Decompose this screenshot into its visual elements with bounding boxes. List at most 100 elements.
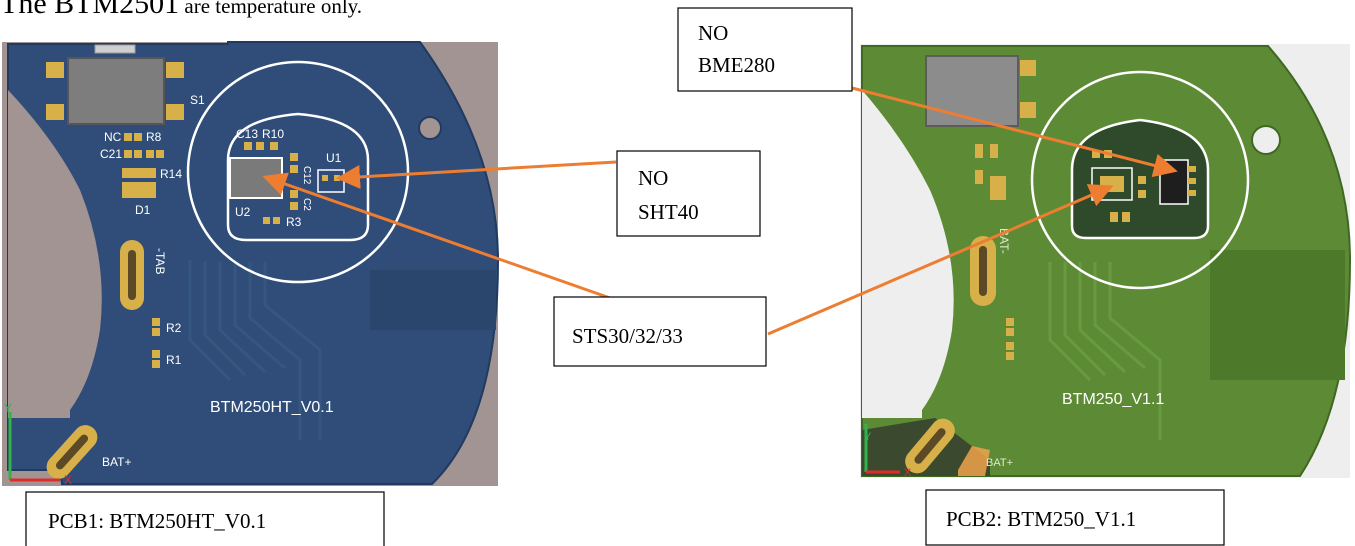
pcb1-silkscreen: S1 NC R8 C21 R14 D1 C13 R10 U1 U2 R3 C12… <box>4 93 342 487</box>
pcb1-pad <box>124 150 132 158</box>
silk-nc: NC <box>104 130 122 144</box>
silk-r2: R2 <box>166 321 182 335</box>
pcb1-pad <box>290 202 298 210</box>
pcb2-pad <box>1122 212 1130 222</box>
pcb1-traces <box>188 260 322 440</box>
silk-c21: C21 <box>100 147 122 161</box>
pcb1-switch-body <box>67 57 165 125</box>
pcb1-pad <box>244 142 252 150</box>
pcb2-mounting-hole <box>1251 125 1281 155</box>
pcb2-bat-plus-highlight <box>958 446 990 476</box>
callout-no-bme280: NO BME280 <box>677 7 853 92</box>
caption-pcb2-text: PCB2: BTM250_V1.1 <box>946 507 1136 531</box>
pcb1-board-label: BTM250HT_V0.1 <box>210 399 334 416</box>
pcb1-pad <box>263 217 270 224</box>
pcb1-switch-pad <box>46 62 64 78</box>
pcb2-board-cutout <box>862 90 954 418</box>
silk-d1: D1 <box>135 203 151 217</box>
heading-lead: The BTM2501 <box>0 0 180 20</box>
callout-box <box>553 296 767 367</box>
caption-pcb1-text: PCB1: BTM250HT_V0.1 <box>48 509 266 533</box>
silk-c12: C12 <box>301 166 312 185</box>
silk-r10: R10 <box>262 127 284 141</box>
pcb1-pad <box>273 217 280 224</box>
silk-r8: R8 <box>146 130 162 144</box>
pcb2-pad <box>1188 178 1196 184</box>
pcb1-pad <box>152 350 160 358</box>
pcb2-image: BTM250_V1.1 BAT- BAT+ Y X <box>860 44 1352 479</box>
pcb1-bat-plus-slot <box>46 425 98 479</box>
pcb2-switch-pad <box>1020 102 1036 118</box>
arrow-to-bme280 <box>851 86 1178 178</box>
pcb1-pad <box>322 175 328 181</box>
pcb1-pad <box>152 318 160 326</box>
silk-r1: R1 <box>166 353 182 367</box>
pcb2-outer-ring <box>1030 70 1250 290</box>
pcb2-pad <box>1110 212 1118 222</box>
callout-sts: STS30/32/33 <box>553 296 767 367</box>
callout-no-sht40-line1: NO <box>638 166 668 190</box>
pcb1-pad <box>146 150 154 158</box>
callout-no-bme280-line2: BME280 <box>698 53 775 77</box>
pcb1-u2-chip <box>229 157 283 199</box>
pcb1-pad <box>290 153 298 161</box>
pcb1-switch-pad <box>166 62 184 78</box>
pcb2-copper-pour <box>1210 250 1345 380</box>
pcb2-axis-x-label: X <box>904 467 912 479</box>
pcb1-pad <box>290 165 298 173</box>
arrow-sts-to-pcb1 <box>262 172 611 300</box>
pcb2-traces <box>1048 262 1162 440</box>
pcb1-pad <box>334 175 340 181</box>
heading-rest: are temperature only. <box>179 0 363 18</box>
silk-c2: C2 <box>301 198 312 211</box>
silk-bat-plus: BAT+ <box>102 455 131 469</box>
pcb1-pad <box>134 133 142 141</box>
silk-r14: R14 <box>160 167 182 181</box>
pcb2-pad <box>1188 190 1196 196</box>
pcb1-outer-ring <box>186 60 410 284</box>
pcb2-pad <box>990 176 1006 200</box>
pcb1-pad <box>152 360 160 368</box>
pcb1-axis-y-label: Y <box>4 401 12 415</box>
pcb1-inner-window <box>226 112 370 242</box>
pcb1-pad <box>124 133 132 141</box>
silk-u1: U1 <box>326 151 342 165</box>
callout-no-bme280-line1: NO <box>698 21 728 45</box>
pcb1-pad <box>152 328 160 336</box>
pcb2-pad <box>1006 328 1014 336</box>
pcb2-bat-minus-slot-hole <box>979 246 987 296</box>
silk-tab: -TAB <box>153 248 167 274</box>
silk-u2: U2 <box>235 205 251 219</box>
pcb2-pad <box>1006 342 1014 350</box>
pcb2-pad <box>1006 318 1014 326</box>
silk-bat-plus: BAT+ <box>986 457 1013 469</box>
pcb2-pad <box>975 144 983 158</box>
pcb2-pad <box>990 144 998 158</box>
pcb1-switch-pad <box>166 104 184 120</box>
silk-s1: S1 <box>190 93 205 107</box>
pcb1-d1-pad <box>122 182 156 198</box>
heading-text: The BTM2501 are temperature only. <box>0 0 362 21</box>
pcb1-pad <box>156 150 164 158</box>
pcb1-tab-slot-hole <box>128 250 136 300</box>
pcb2-pad <box>1006 352 1014 360</box>
pcb2-silkscreen: BTM250_V1.1 BAT- BAT+ Y X <box>864 228 1164 479</box>
pcb2-pad <box>1138 190 1146 198</box>
pcb1-switch-top <box>94 44 136 54</box>
pcb2-board-label: BTM250_V1.1 <box>1062 391 1164 408</box>
caption-pcb1: PCB1: BTM250HT_V0.1 <box>25 491 385 546</box>
callout-sts-text: STS30/32/33 <box>572 324 683 348</box>
pcb2-switch-body <box>925 55 1019 127</box>
pcb1-switch-pad <box>46 104 64 120</box>
arrow-sts-to-pcb2 <box>767 184 1114 336</box>
pcb2-pad <box>1092 150 1100 158</box>
pcb1-axis-x-label: X <box>64 473 72 487</box>
pcb2-bat-plus-slot <box>905 418 955 474</box>
pcb2-axis-y-label: Y <box>864 431 872 443</box>
pcb1-pad <box>270 142 278 150</box>
callout-no-sht40-line2: SHT40 <box>638 200 699 224</box>
pcb1-image: S1 NC R8 C21 R14 D1 C13 R10 U1 U2 R3 C12… <box>2 41 500 487</box>
pcb2-switch-pad <box>1020 60 1036 76</box>
pcb2-pad <box>1188 166 1196 172</box>
